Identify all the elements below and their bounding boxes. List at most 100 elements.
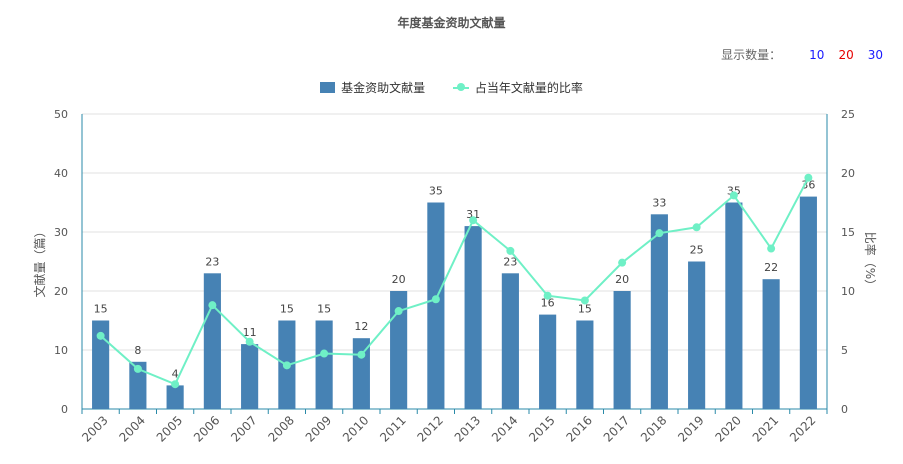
bar-value-label: 16 (541, 297, 555, 310)
x-tick-label: 2005 (154, 413, 185, 444)
bar (390, 291, 408, 409)
y-right-tick-label: 0 (841, 403, 848, 416)
y-left-tick-label: 40 (54, 167, 68, 180)
bar (613, 291, 631, 409)
x-tick-label: 2019 (675, 413, 706, 444)
rate-point (208, 301, 217, 310)
rate-point (282, 361, 291, 370)
bar-value-label: 11 (243, 326, 257, 339)
rate-point (133, 364, 142, 373)
y-right-tick-label: 20 (841, 167, 855, 180)
bar-series-swatch-icon (320, 82, 336, 93)
legend-label-line-series: 占当年文献量的比率 (474, 81, 583, 95)
bar-value-label: 22 (764, 261, 778, 274)
rate-line (99, 177, 810, 386)
bar (241, 344, 259, 409)
rate-point (171, 380, 180, 389)
bar (539, 314, 557, 409)
bar-value-label: 23 (205, 255, 219, 268)
display-count-option-20[interactable]: 20 (838, 48, 854, 62)
rate-point (655, 229, 664, 238)
bar (799, 196, 817, 409)
legend-item-line-series[interactable]: 占当年文献量的比率 (452, 79, 583, 96)
bar (501, 273, 519, 409)
bar-value-label: 8 (134, 344, 141, 357)
y-right-tick-label: 10 (841, 285, 855, 298)
x-tick-label: 2016 (563, 413, 594, 444)
rate-point (804, 173, 813, 182)
display-count-label: 显示数量： (721, 48, 782, 62)
bar (92, 320, 110, 409)
bar-value-label: 15 (317, 303, 331, 316)
legend-label-bar-series: 基金资助文献量 (341, 81, 426, 95)
x-tick-label: 2014 (489, 413, 520, 444)
bar-value-label: 20 (392, 273, 406, 286)
bar (650, 214, 668, 409)
chart-title: 年度基金资助文献量 (397, 16, 506, 30)
bar (203, 273, 221, 409)
bar-value-label: 31 (466, 208, 480, 221)
rate-point (394, 307, 403, 316)
x-tick-label: 2021 (750, 413, 781, 444)
bar-value-label: 20 (615, 273, 629, 286)
x-tick-label: 2007 (228, 413, 259, 444)
x-tick-label: 2011 (377, 413, 408, 444)
x-tick-label: 2008 (265, 413, 296, 444)
bar-value-label: 25 (690, 244, 704, 257)
x-tick-label: 2013 (452, 413, 483, 444)
bar-value-label: 23 (503, 255, 517, 268)
x-tick-label: 2017 (601, 413, 632, 444)
rate-point (729, 191, 738, 200)
bar (315, 320, 333, 409)
x-tick-label: 2010 (340, 413, 371, 444)
rate-point (431, 295, 440, 304)
x-tick-label: 2003 (79, 413, 110, 444)
rate-point (692, 223, 701, 232)
chart-legend: 基金资助文献量 占当年文献量的比率 (0, 79, 903, 96)
bar (725, 202, 743, 409)
rate-point (767, 244, 776, 253)
bar-value-label: 15 (578, 303, 592, 316)
display-count-control: 显示数量： 10 20 30 (721, 46, 883, 63)
rate-point (506, 246, 515, 255)
x-tick-label: 2012 (414, 413, 445, 444)
bar (352, 338, 370, 409)
x-tick-label: 2020 (712, 413, 743, 444)
y-right-tick-label: 5 (841, 344, 848, 357)
bar (464, 226, 482, 409)
bar-value-label: 33 (652, 196, 666, 209)
bar (166, 385, 184, 409)
legend-item-bar-series[interactable]: 基金资助文献量 (320, 79, 425, 96)
bar-value-label: 4 (172, 367, 179, 380)
y-right-axis-title: 比率（%） (863, 232, 878, 291)
rate-point (580, 296, 589, 305)
y-right-tick-label: 15 (841, 226, 855, 239)
rate-point (543, 291, 552, 300)
bar (688, 261, 706, 409)
y-left-tick-label: 50 (54, 108, 68, 121)
x-tick-label: 2006 (191, 413, 222, 444)
rate-point (469, 216, 478, 225)
bar (576, 320, 594, 409)
bar-value-label: 15 (280, 303, 294, 316)
y-right-tick-label: 25 (841, 108, 855, 121)
x-tick-label: 2018 (638, 413, 669, 444)
bar (427, 202, 445, 409)
bar-value-label: 12 (354, 320, 368, 333)
display-count-option-30[interactable]: 30 (867, 48, 883, 62)
display-count-option-10[interactable]: 10 (809, 48, 825, 62)
x-tick-label: 2015 (526, 413, 557, 444)
bar (762, 279, 780, 409)
bar-value-label: 15 (94, 303, 108, 316)
x-tick-label: 2004 (116, 413, 147, 444)
rate-point (96, 331, 105, 340)
y-left-tick-label: 30 (54, 226, 68, 239)
bar (129, 361, 147, 409)
y-left-tick-label: 0 (61, 403, 68, 416)
y-left-tick-label: 10 (54, 344, 68, 357)
x-tick-label: 2009 (303, 413, 334, 444)
rate-point (245, 337, 254, 346)
line-series-swatch-icon (452, 82, 469, 93)
y-left-tick-label: 20 (54, 285, 68, 298)
